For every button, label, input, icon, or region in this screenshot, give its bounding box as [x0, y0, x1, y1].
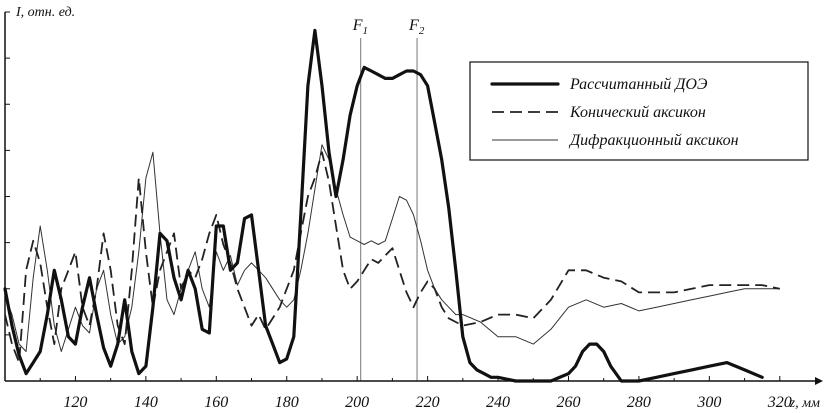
series-layer: [3, 28, 780, 383]
x-axis-arrow: [815, 377, 823, 385]
x-tick-label: 160: [204, 394, 228, 411]
series-line-1: [3, 28, 764, 383]
x-tick-label: 280: [627, 394, 651, 411]
legend-label-3: Дифракционный аксикон: [568, 132, 739, 149]
x-tick-label: 240: [486, 394, 510, 411]
legend-label-2: Конический аксикон: [569, 104, 706, 121]
x-tick-label: 220: [416, 394, 440, 411]
axes-layer: 120 140 160 180 200 220 240 260 280 300 320 I, отн.…: [4, 5, 823, 411]
y-axis-label: I, отн. ед.: [15, 5, 75, 20]
x-tick-label: 180: [275, 394, 299, 411]
legend-box: [469, 61, 809, 161]
x-tick-label: 300: [696, 394, 721, 411]
marker-label-2: F2: [408, 17, 425, 37]
legend: Рассчитанный ДОЭ Конический аксикон Дифрак…: [469, 61, 809, 161]
x-tick-label: 120: [63, 394, 87, 411]
x-tick-label: 140: [134, 394, 158, 411]
x-axis-label: z, мм: [789, 396, 820, 411]
marker-lines-layer: F1 F2: [352, 17, 425, 381]
x-tick-label: 200: [345, 394, 369, 411]
x-tick-label: 320: [767, 394, 792, 411]
marker-label-1: F1: [352, 17, 368, 37]
legend-label-1: Рассчитанный ДОЭ: [569, 76, 708, 93]
x-tick-label: 260: [556, 394, 580, 411]
